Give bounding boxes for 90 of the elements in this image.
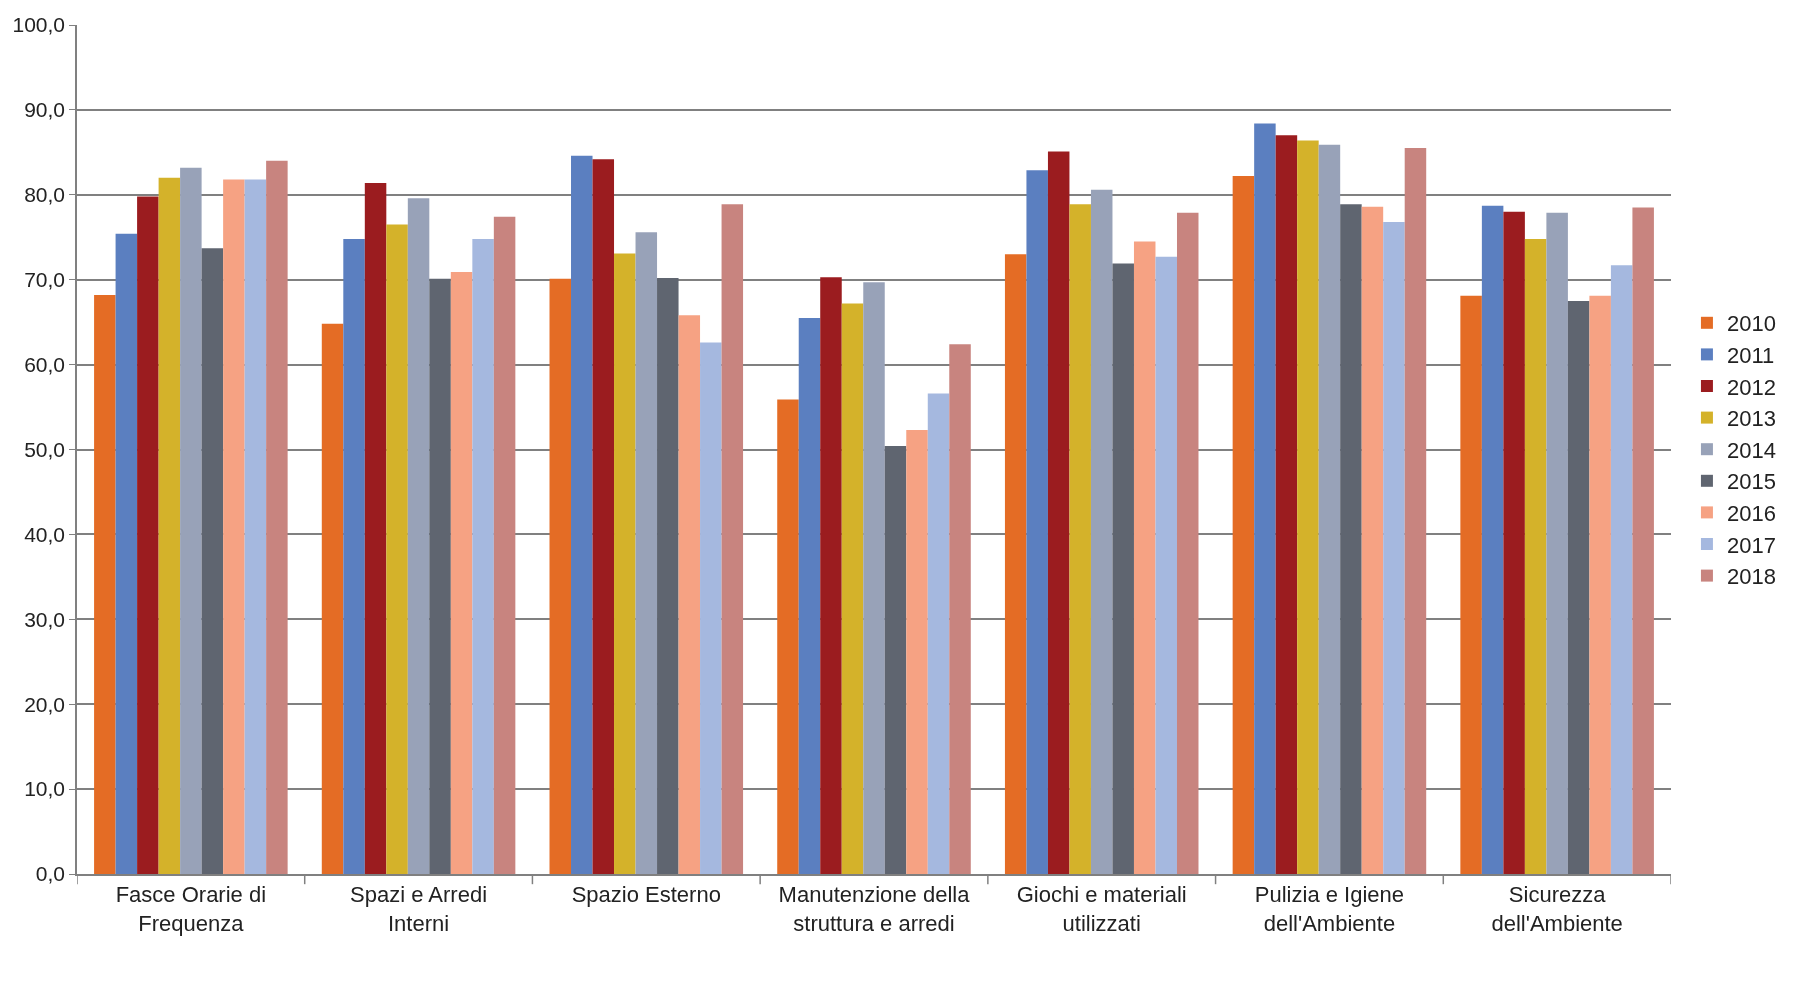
bar [1524,238,1547,874]
bar [115,233,138,874]
bar [820,277,842,874]
bar [592,159,615,874]
x-tick-label: Spazio Esterno [571,882,721,908]
bar [472,238,494,874]
bar [201,248,224,874]
y-tick-label: 80,0 [24,183,66,207]
y-tick-label: 30,0 [24,607,66,631]
bar [777,399,799,874]
bar [321,323,344,874]
bar [1090,189,1113,874]
bar [1589,295,1611,874]
bar [1069,204,1091,874]
bar [1047,151,1070,874]
bar [1481,205,1504,874]
bar [1567,300,1590,874]
bar [1460,295,1482,874]
bar [493,216,516,874]
bar [1610,265,1633,874]
legend-label: 2018 [1726,564,1776,590]
bar [1275,135,1298,874]
bar [1176,212,1199,874]
bar [1297,140,1319,874]
bar [450,272,473,874]
y-tick-label: 10,0 [24,777,66,801]
bar [244,179,267,874]
bar [223,179,245,874]
bar [180,167,202,874]
bar [429,278,451,874]
bar [386,224,408,874]
bar [635,232,658,874]
bar [906,429,928,874]
bar [1318,144,1341,874]
bar [343,238,365,874]
bar [700,342,722,874]
bar [721,204,744,874]
bar [1254,123,1276,874]
bar [1361,206,1384,874]
bar [678,315,701,874]
y-tick-label: 90,0 [24,98,66,122]
bar [1026,170,1048,874]
bar [884,446,907,874]
legend-label: 2010 [1726,311,1776,337]
x-tick-label: Fasce Orarie di Frequenza [115,882,267,936]
bar [137,196,159,874]
bar [798,317,821,874]
bar [1232,176,1255,874]
bar [1004,254,1027,874]
bar [1404,148,1427,874]
y-tick-label: 70,0 [24,268,66,292]
y-tick-label: 60,0 [24,352,66,376]
bar [949,344,971,874]
bar [1503,211,1525,874]
legend-label: 2017 [1726,532,1776,558]
bar [1112,263,1134,874]
bar [1632,207,1654,874]
bar [364,182,387,874]
bar [1546,212,1568,874]
legend-label: 2011 [1726,342,1775,368]
legend-label: 2013 [1726,406,1776,432]
y-tick-label: 0,0 [35,862,66,886]
bar [927,393,950,874]
x-tick-label: Pulizia e Igiene dell'Ambiente [1254,882,1405,936]
bar [614,253,636,874]
bar [1155,256,1177,874]
bar [841,303,864,874]
bar [1340,204,1362,874]
y-tick-label: 20,0 [24,692,66,716]
y-tick-label: 50,0 [24,437,66,461]
y-tick-label: 40,0 [24,522,66,546]
legend-label: 2016 [1726,500,1776,526]
bar [1383,221,1405,874]
x-tick-label: Sicurezza dell'Ambiente [1491,882,1623,936]
x-tick-label: Giochi e materiali utilizzati [1016,882,1187,936]
x-tick-label: Manutenzione della struttura e arredi [778,882,971,936]
x-tick-label: Spazi e Arredi Interni [350,882,488,936]
bar [657,278,679,874]
bar [549,278,572,874]
bar [1133,241,1156,874]
bar [407,198,430,874]
legend-label: 2012 [1726,374,1776,400]
legend-label: 2014 [1726,437,1776,463]
bar [266,160,288,874]
y-tick-label: 100,0 [12,13,66,37]
bar [94,294,116,874]
bar [571,155,593,874]
legend-label: 2015 [1726,469,1776,495]
bar [863,282,885,874]
bar [158,177,181,874]
